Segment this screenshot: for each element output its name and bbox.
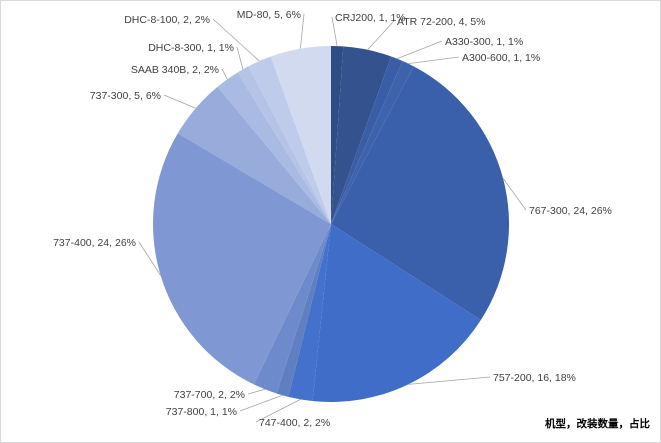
data-label: ATR 72-200, 4, 5% [397, 16, 486, 28]
pie-slice-saab-340b [217, 72, 331, 224]
pie-slice-737-800 [276, 224, 331, 397]
data-label: DHC-8-100, 2, 2% [124, 14, 210, 26]
leader-line [239, 394, 283, 412]
leader-line [331, 16, 338, 47]
pie-slice-md-80 [270, 46, 331, 224]
pie-slice-737-400 [152, 133, 331, 385]
data-labels: CRJ200, 1, 1%ATR 72-200, 4, 5% A330-300, … [53, 9, 612, 429]
pie-slice-737-700 [253, 224, 331, 394]
leader-line [300, 13, 305, 49]
leader-line [255, 399, 301, 423]
data-label: SAAB 340B, 2, 2% [131, 64, 219, 76]
leader-line [236, 46, 244, 70]
pie-slice-dhc-8-300 [237, 66, 331, 224]
pie-slice-dhc-8-100 [248, 56, 331, 224]
leader-line [408, 376, 491, 385]
leader-line [502, 178, 527, 211]
pie-slice-atr-72-200 [331, 46, 392, 224]
chart-caption: 机型，改装数量，占比 [545, 417, 650, 430]
data-label: A300-600, 1, 1% [462, 52, 540, 64]
pie-slice-a330-300 [331, 56, 403, 224]
data-label: 737-400, 24, 26% [53, 237, 136, 249]
leader-line [247, 388, 266, 395]
data-label: 737-800, 1, 1% [166, 406, 237, 418]
leader-line [163, 94, 196, 109]
leader-line [408, 56, 460, 64]
leader-line [396, 40, 443, 60]
data-label: DHC-8-300, 1, 1% [148, 42, 234, 54]
pie-slices [152, 45, 509, 403]
pie-slice-crj200 [331, 45, 344, 225]
data-label: MD-80, 5, 6% [237, 9, 301, 21]
pie-slice-747-400 [288, 224, 331, 402]
data-label: 737-700, 2, 2% [174, 389, 245, 401]
pie-slice-767-300 [331, 66, 509, 320]
pie-slice-737-300 [177, 86, 331, 225]
data-label: CRJ200, 1, 1% [335, 12, 406, 24]
data-label: 747-400, 2, 2% [259, 417, 330, 429]
pie-slice-757-200 [312, 224, 481, 403]
leader-line [212, 18, 260, 62]
data-label: 767-300, 24, 26% [529, 205, 612, 217]
data-label: 757-200, 16, 18% [493, 372, 576, 384]
leader-line [138, 241, 161, 276]
data-label: A330-300, 1, 1% [445, 36, 523, 48]
data-label: 737-300, 5, 6% [90, 90, 161, 102]
pie-slice-a300-600 [331, 61, 414, 225]
leader-line [221, 68, 228, 80]
leader-line [367, 20, 395, 51]
leader-lines [138, 13, 527, 423]
